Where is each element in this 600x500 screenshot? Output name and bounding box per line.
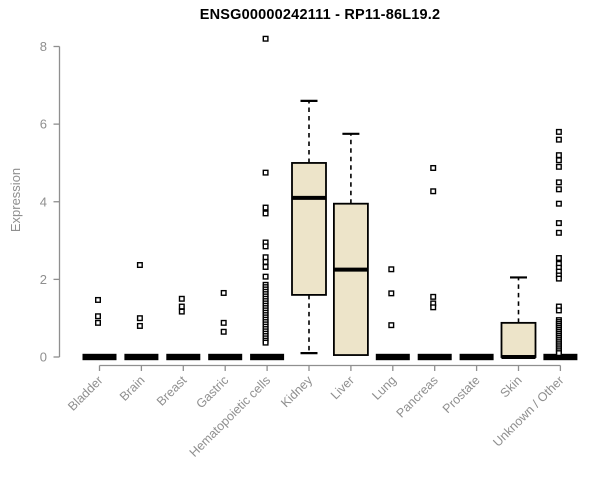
box-liver [332, 132, 369, 356]
box-brain [124, 262, 159, 361]
outlier-point [555, 163, 562, 170]
x-tick-label: Prostate [440, 373, 483, 416]
x-tick-label: Bladder [65, 373, 105, 413]
box-prostate [459, 353, 494, 361]
collapsed-box [417, 353, 452, 361]
outlier-point [555, 186, 562, 193]
outlier-point [555, 200, 562, 207]
box-rect [291, 162, 327, 296]
x-tick-label: Breast [154, 373, 190, 409]
outlier-point [220, 319, 227, 326]
box-pancreas [417, 164, 452, 361]
outlier-point [555, 152, 562, 159]
box-skin [500, 276, 537, 359]
x-tick-label: Brain [117, 373, 148, 404]
outlier-point [555, 350, 562, 357]
collapsed-box [208, 353, 243, 361]
outlier-point [262, 339, 269, 346]
y-tick-label: 4 [40, 194, 47, 209]
box-breast [166, 295, 201, 361]
collapsed-box [543, 353, 578, 361]
outlier-point [262, 243, 269, 250]
outlier-point [262, 258, 269, 265]
box-unknown-other [543, 128, 578, 361]
chart-title: ENSG00000242111 - RP11-86L19.2 [199, 7, 441, 23]
y-tick-label: 8 [40, 39, 47, 54]
outlier-point [94, 296, 101, 303]
box-hematopoietic-cells [250, 35, 285, 361]
outlier-point [430, 164, 437, 171]
x-tick-label: Liver [328, 373, 357, 402]
x-tick-label: Hematopoietic cells [187, 373, 274, 460]
collapsed-box [124, 353, 159, 361]
collapsed-box [250, 353, 285, 361]
outlier-point [178, 303, 185, 310]
outlier-point [555, 128, 562, 135]
outlier-point [555, 157, 562, 164]
outlier-point [136, 322, 143, 329]
y-tick-label: 2 [40, 272, 47, 287]
box-bladder [82, 296, 117, 361]
collapsed-box [166, 353, 201, 361]
outlier-point [94, 319, 101, 326]
outlier-point [388, 266, 395, 273]
outlier-point [220, 328, 227, 335]
outlier-point [430, 293, 437, 300]
outlier-point [430, 188, 437, 195]
outlier-point [220, 289, 227, 296]
outlier-point [262, 273, 269, 280]
collapsed-box [82, 353, 117, 361]
collapsed-box [459, 353, 494, 361]
y-axis: 0 2 4 6 8 [40, 39, 61, 365]
outlier-point [388, 322, 395, 329]
box-rect [332, 202, 369, 356]
outlier-point [555, 275, 562, 282]
outlier-point [262, 35, 269, 42]
outlier-point [430, 304, 437, 311]
y-tick-label: 0 [40, 350, 47, 365]
outlier-point [555, 220, 562, 227]
outlier-point [262, 169, 269, 176]
outlier-point [555, 179, 562, 186]
x-tick-label: Gastric [193, 373, 231, 411]
y-tick-label: 6 [40, 117, 47, 132]
outlier-point [262, 210, 269, 217]
box-kidney [291, 99, 327, 355]
collapsed-box [375, 353, 410, 361]
outlier-point [262, 263, 269, 270]
outlier-point [555, 255, 562, 262]
x-tick-label: Pancreas [394, 373, 441, 420]
outlier-point [262, 204, 269, 211]
outlier-point [178, 295, 185, 302]
x-tick-label: Unknown / Other [490, 373, 566, 449]
outlier-point [94, 313, 101, 320]
x-tick-label: Kidney [278, 373, 315, 410]
box-lung [375, 266, 410, 361]
outlier-point [555, 229, 562, 236]
x-tick-label: Lung [369, 373, 399, 403]
outlier-point [555, 307, 562, 314]
box-gastric [208, 289, 243, 361]
x-tick-label: Skin [498, 373, 525, 400]
box-rect [500, 321, 537, 358]
outlier-point [555, 136, 562, 143]
outlier-point [388, 290, 395, 297]
outlier-point [262, 254, 269, 261]
outlier-point [178, 308, 185, 315]
outlier-point [136, 315, 143, 322]
outlier-point [136, 262, 143, 269]
